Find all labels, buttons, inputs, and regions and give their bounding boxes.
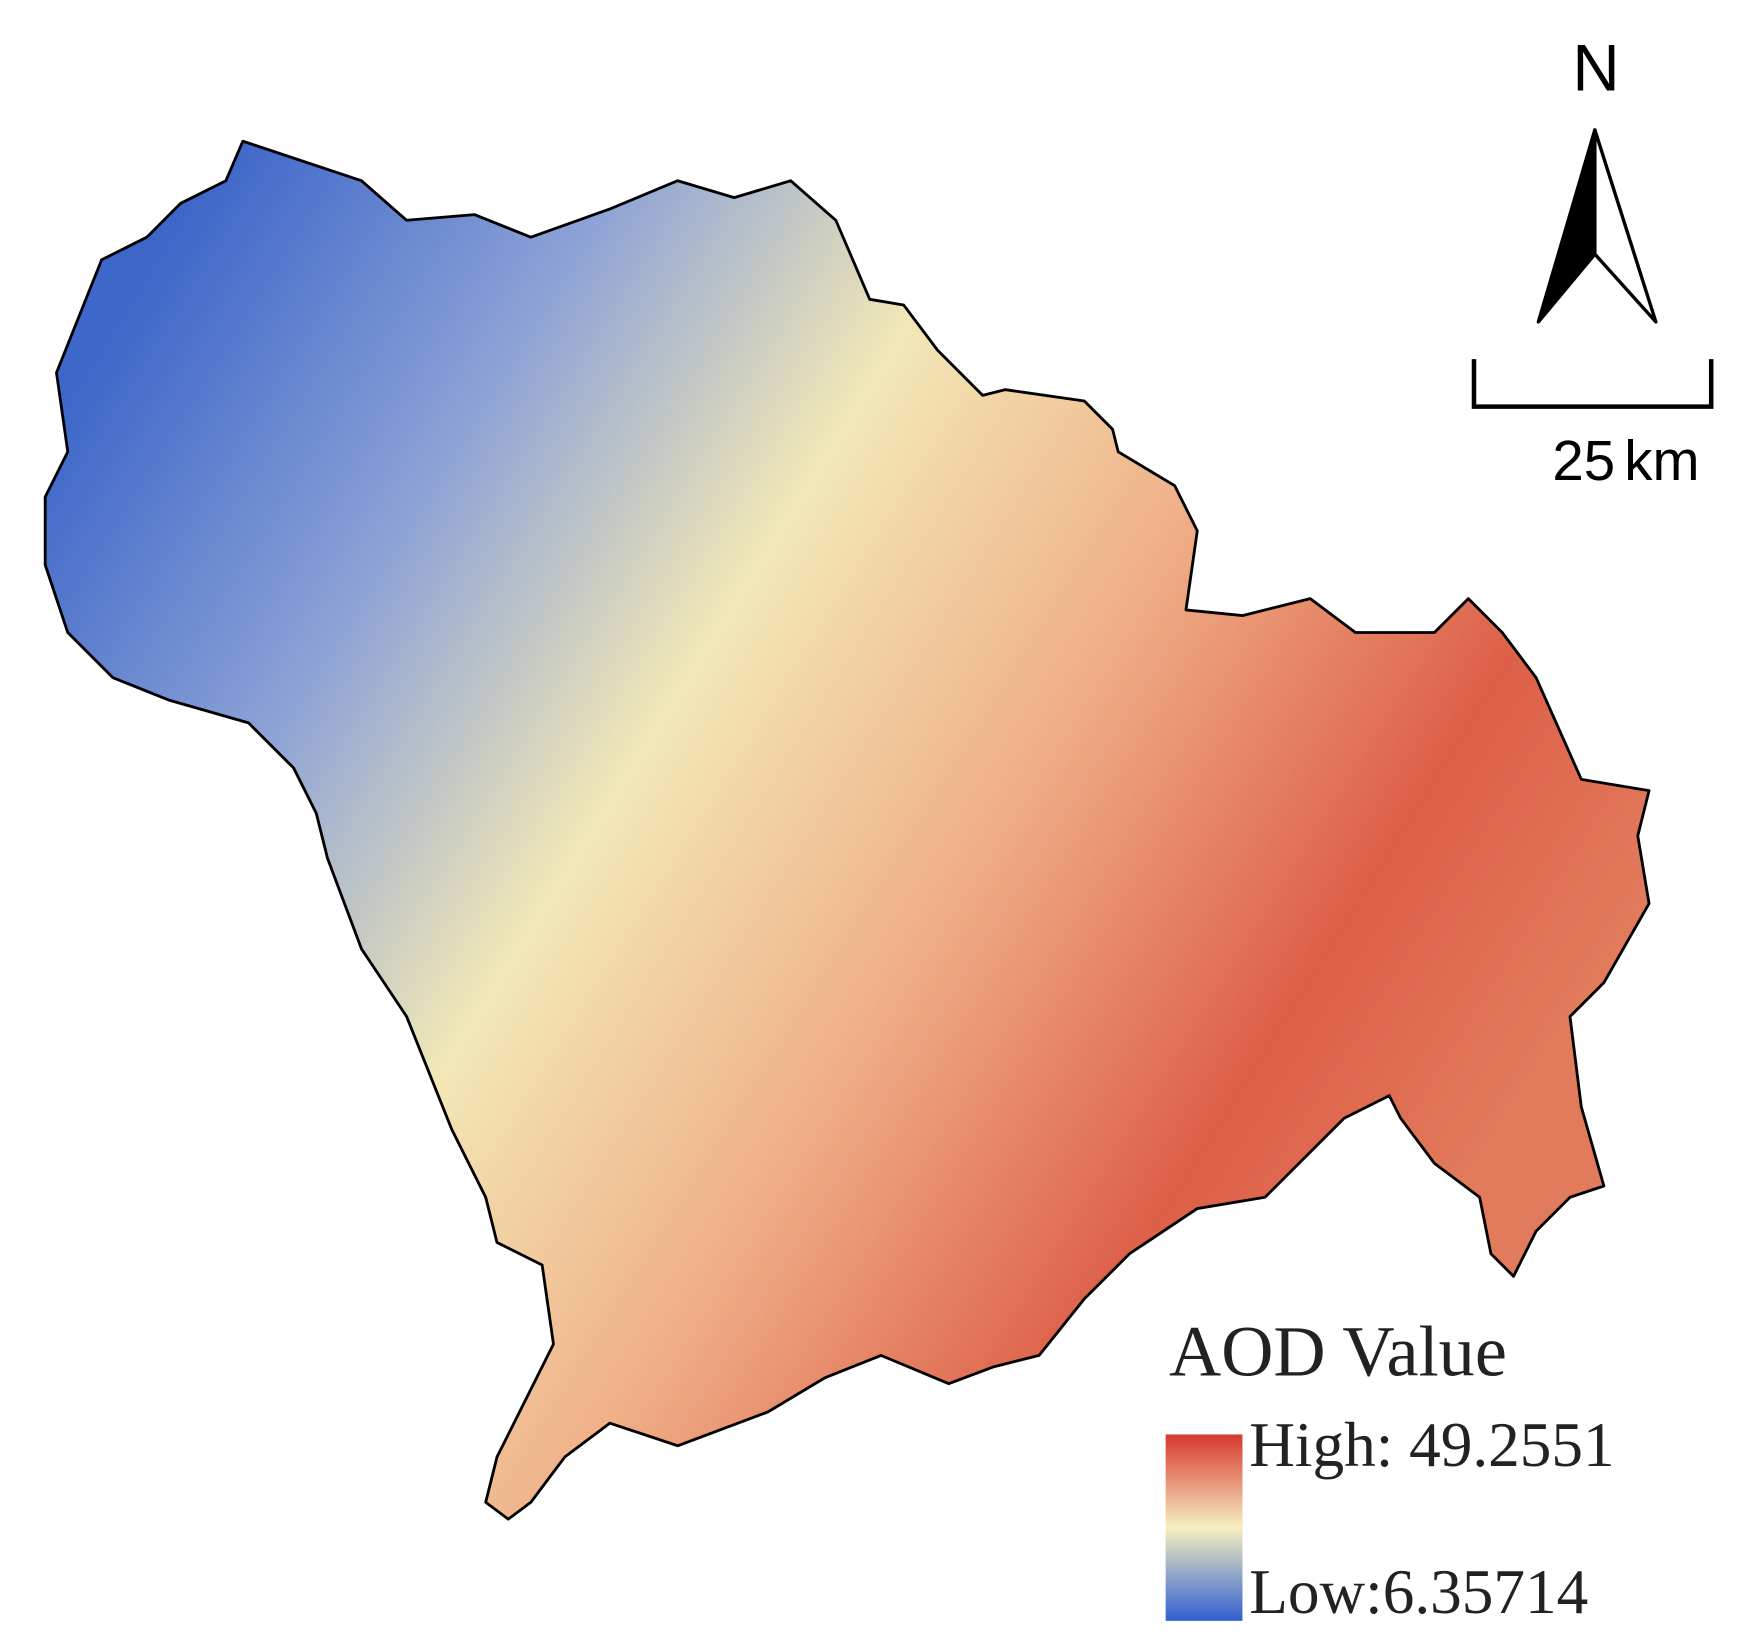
map-frame: N 25 km AOD Value High: 49.2551 Low:6.35… (43, 31, 1714, 1627)
scale-bar (1471, 359, 1714, 409)
north-arrow-left (1536, 128, 1597, 324)
legend-low: Low:6.35714 (1249, 1557, 1588, 1627)
legend-high: High: 49.2551 (1249, 1410, 1614, 1480)
north-arrow-right (1593, 128, 1658, 324)
scale-distance: 25 (1552, 429, 1615, 492)
scale-unit: km (1624, 429, 1699, 492)
study-region (43, 139, 1651, 1521)
legend-ramp (1165, 1434, 1243, 1621)
legend-title: AOD Value (1169, 1312, 1507, 1392)
north-label: N (1572, 31, 1619, 104)
